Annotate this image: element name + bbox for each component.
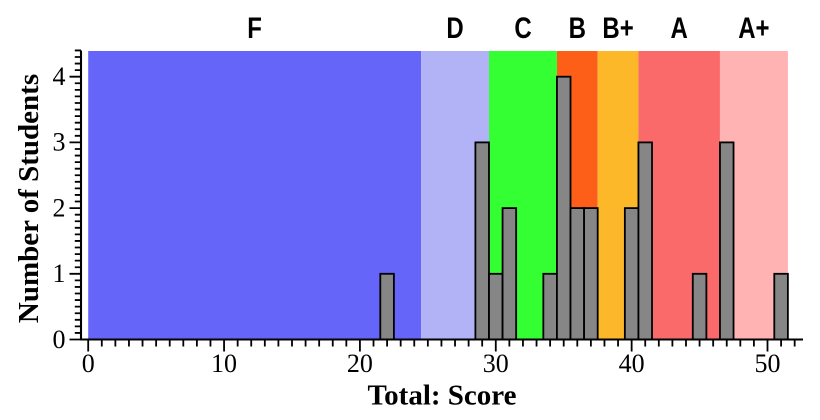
svg-text:B+: B+ (602, 10, 633, 44)
svg-text:0: 0 (82, 349, 95, 378)
svg-text:30: 30 (483, 349, 509, 378)
svg-text:C: C (514, 10, 531, 44)
svg-text:10: 10 (211, 349, 237, 378)
svg-text:0: 0 (53, 325, 66, 354)
svg-text:Total: Score: Total: Score (367, 380, 516, 412)
svg-text:4: 4 (53, 62, 66, 91)
svg-text:A: A (671, 10, 688, 44)
svg-text:D: D (446, 10, 463, 44)
svg-text:1: 1 (53, 259, 66, 288)
svg-text:20: 20 (347, 349, 373, 378)
svg-text:B: B (569, 10, 586, 44)
svg-text:F: F (247, 10, 262, 44)
svg-text:A+: A+ (738, 10, 769, 44)
svg-text:3: 3 (53, 128, 66, 157)
svg-text:40: 40 (619, 349, 645, 378)
svg-text:2: 2 (53, 193, 66, 222)
svg-text:Number of Students: Number of Students (13, 74, 45, 323)
svg-text:50: 50 (755, 349, 781, 378)
